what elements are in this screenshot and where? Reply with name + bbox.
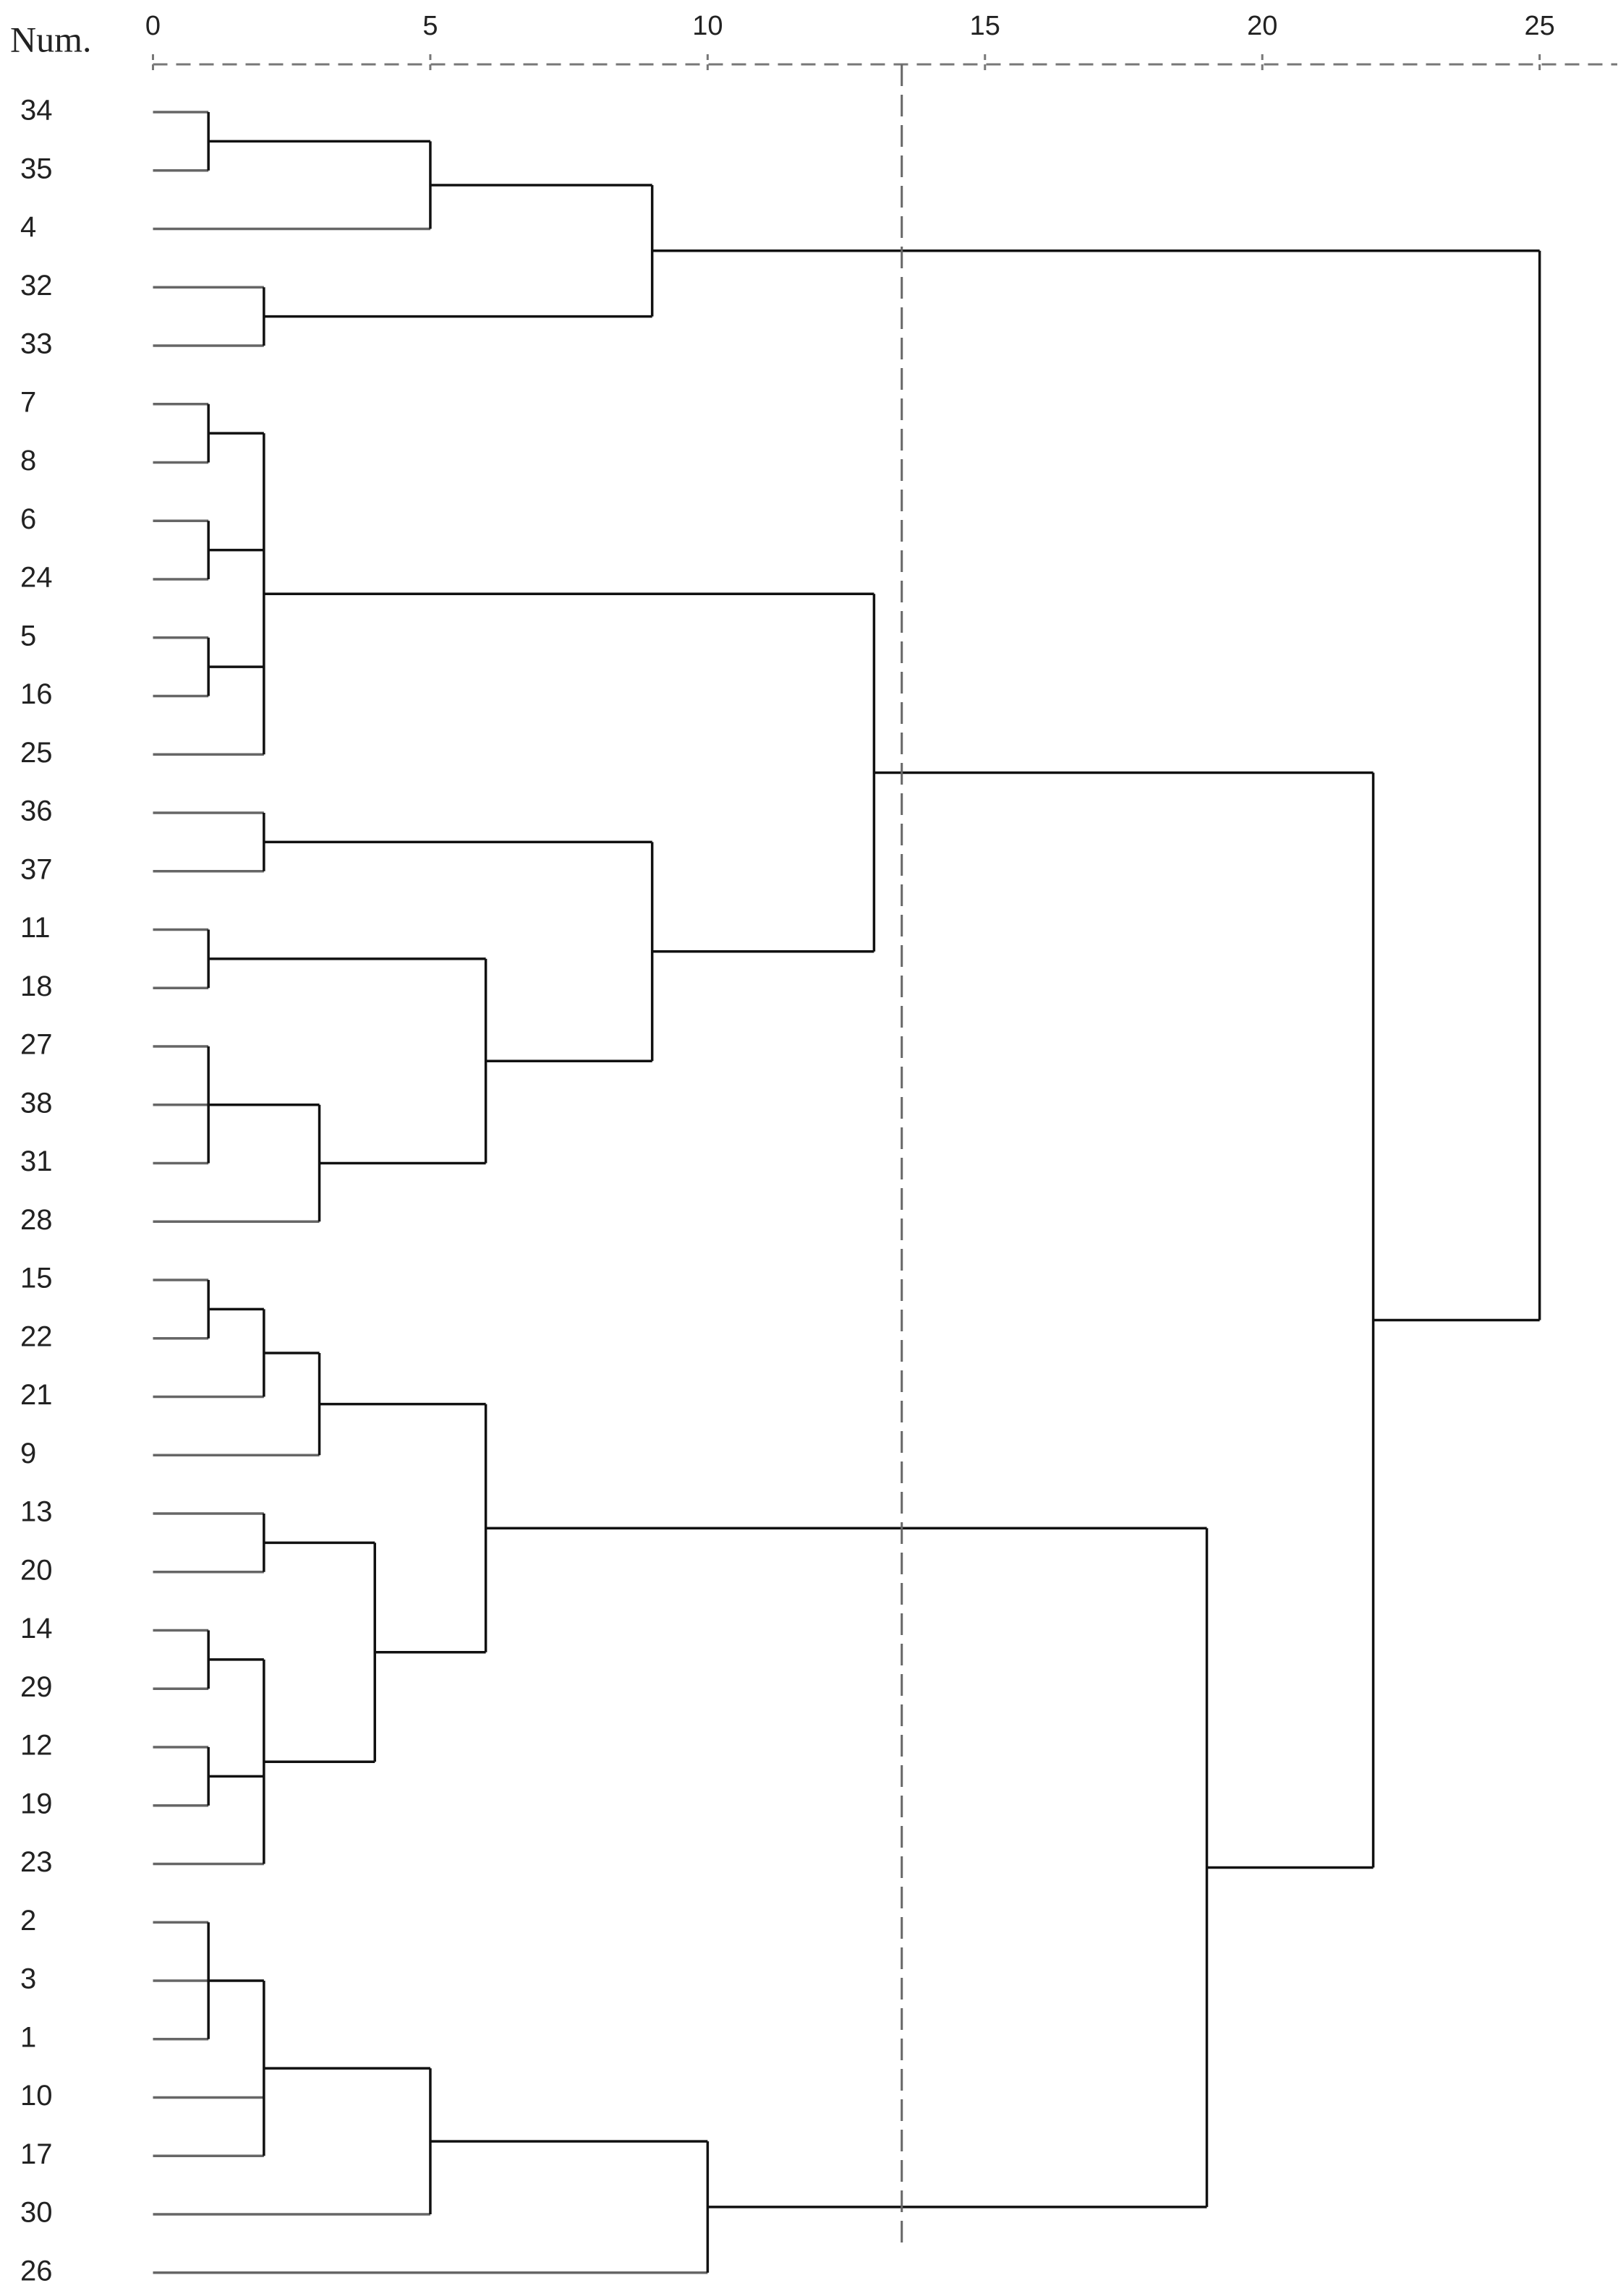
leaf-label: 17 [20,2138,53,2170]
leaf-label: 36 [20,795,53,827]
axis-label: Num. [10,19,92,59]
x-tick-label: 25 [1524,11,1554,41]
leaf-label: 4 [20,211,36,243]
leaf-label: 23 [20,1846,53,1878]
leaf-label: 12 [20,1730,53,1762]
leaf-label: 1 [20,2021,36,2053]
leaf-label: 32 [20,270,53,302]
leaf-label: 14 [20,1613,53,1644]
leaf-label: 11 [20,912,51,944]
leaf-label: 25 [20,737,53,769]
x-tick-label: 5 [422,11,438,41]
leaf-label: 20 [20,1554,53,1586]
leaf-label: 35 [20,153,53,184]
leaf-label: 15 [20,1263,53,1294]
leaf-label: 31 [20,1145,53,1177]
leaf-label: 13 [20,1496,53,1528]
leaf-label: 27 [20,1029,53,1061]
leaf-label: 30 [20,2197,53,2229]
leaf-label: 34 [20,95,53,127]
leaf-label: 18 [20,970,53,1002]
leaf-label: 19 [20,1788,53,1819]
x-tick-label: 0 [145,11,161,41]
leaf-label: 22 [20,1320,53,1352]
leaf-label: 24 [20,562,53,594]
leaf-label: 21 [20,1379,53,1411]
leaf-label: 9 [20,1438,36,1469]
x-tick-label: 10 [692,11,723,41]
leaf-label: 7 [20,386,36,418]
x-tick-label: 20 [1247,11,1277,41]
leaf-label: 10 [20,2080,53,2112]
leaf-label: 29 [20,1671,53,1703]
leaf-label: 26 [20,2255,53,2287]
leaf-label: 33 [20,328,53,360]
x-tick-label: 15 [970,11,1000,41]
leaf-label: 2 [20,1905,36,1937]
leaf-label: 28 [20,1204,53,1236]
leaf-label: 8 [20,445,36,477]
leaf-label: 5 [20,620,36,652]
leaf-label: 6 [20,503,36,535]
leaf-label: 3 [20,1963,36,1995]
leaf-label: 16 [20,678,53,710]
leaf-label: 37 [20,853,53,885]
leaf-label: 38 [20,1087,53,1119]
